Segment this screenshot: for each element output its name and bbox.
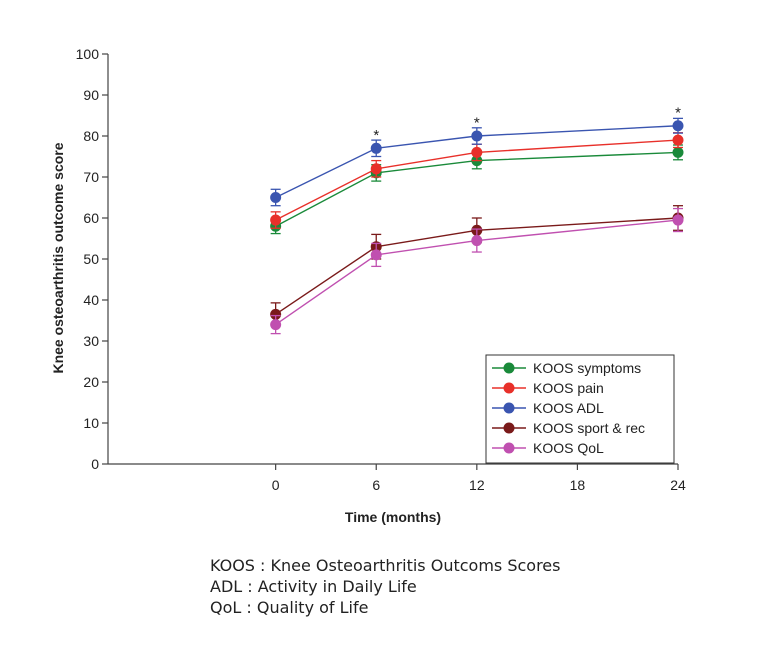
x-tick-label: 0 [272, 477, 280, 493]
data-point [471, 130, 483, 142]
footnotes: KOOS : Knee Osteoarthritis Outcoms Score… [210, 555, 560, 618]
series-line [275, 139, 679, 221]
y-tick-label: 100 [76, 46, 100, 62]
y-tick-label: 70 [83, 169, 99, 185]
x-tick-label: 6 [372, 477, 380, 493]
legend-marker [503, 362, 515, 374]
legend-marker [503, 402, 515, 414]
plot-area: * * * [270, 104, 684, 335]
significance-marker: * [474, 115, 480, 132]
chart: 0 10 20 30 40 50 60 70 80 90 100 0 6 12 18 24 * * * KOOS … [50, 46, 686, 525]
data-point [270, 192, 282, 203]
y-tick-label: 20 [83, 374, 99, 390]
legend-label: KOOS QoL [533, 440, 604, 456]
footnote-koos: KOOS : Knee Osteoarthritis Outcoms Score… [210, 556, 561, 575]
legend-box [485, 354, 675, 464]
series-koos-qol [270, 207, 684, 335]
y-tick-label: 40 [83, 292, 99, 308]
footnote-qol: QoL : Quality of Life [210, 598, 369, 617]
data-point [672, 120, 684, 132]
series-line [275, 217, 679, 315]
x-axis-label: Time (months) [345, 509, 441, 525]
data-point [672, 146, 684, 158]
legend-label: KOOS ADL [533, 400, 604, 416]
data-point [672, 134, 684, 146]
footnote-adl: ADL : Activity in Daily Life [210, 577, 417, 596]
legend-marker [503, 442, 515, 454]
significance-marker: * [373, 127, 379, 144]
data-point [370, 142, 382, 154]
legend-label: KOOS pain [533, 380, 604, 396]
data-point [370, 249, 382, 261]
x-tick-label: 18 [570, 477, 586, 493]
y-axis-label: Knee osteoarthritis outcome score [50, 142, 66, 373]
legend: KOOS symptoms KOOS pain KOOS ADL KOOS sport… [485, 354, 675, 464]
legend-marker [503, 382, 515, 394]
data-point [270, 319, 282, 331]
data-point [370, 163, 382, 175]
x-tick-label: 24 [670, 477, 686, 493]
series-line [275, 151, 679, 227]
series-line [275, 125, 679, 199]
axes: 0 10 20 30 40 50 60 70 80 90 100 0 6 12 18 24 [76, 46, 686, 493]
data-point [270, 308, 282, 320]
y-tick-label: 80 [83, 128, 99, 144]
data-point [270, 214, 282, 226]
series-line [275, 219, 679, 326]
y-tick-label: 10 [83, 415, 99, 431]
y-tick-label: 0 [91, 456, 99, 472]
y-tick-label: 90 [83, 87, 99, 103]
y-tick-label: 60 [83, 210, 99, 226]
legend-label: KOOS symptoms [533, 360, 641, 376]
legend-label: KOOS sport & rec [533, 420, 645, 436]
series-koos-pain [270, 132, 684, 229]
x-tick-label: 12 [469, 477, 485, 493]
data-point [471, 235, 483, 247]
data-point [471, 146, 483, 158]
series-koos-sport-rec [270, 205, 684, 327]
legend-marker [503, 422, 515, 434]
series-koos-adl [270, 117, 684, 207]
data-point [672, 214, 684, 226]
significance-marker: * [675, 104, 681, 121]
y-tick-label: 30 [83, 333, 99, 349]
y-tick-label: 50 [83, 251, 99, 267]
